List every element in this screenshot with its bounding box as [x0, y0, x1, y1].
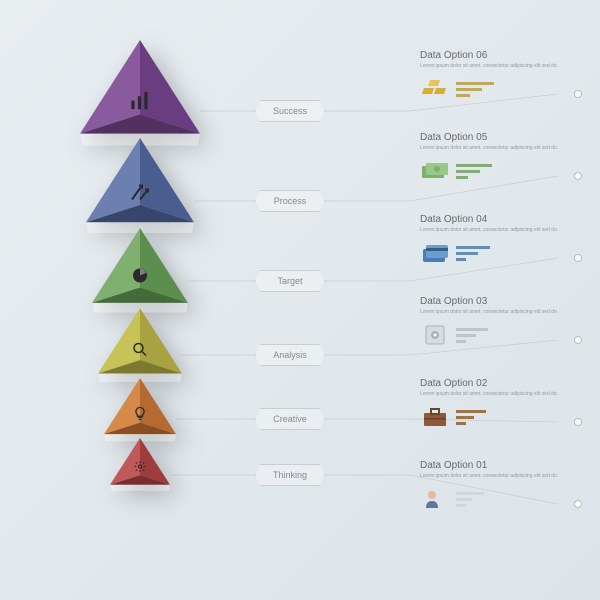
- option-body: Lorem ipsum dolor sit amet, consectetur …: [420, 309, 570, 316]
- data-option-3: Data Option 03 Lorem ipsum dolor sit ame…: [420, 296, 570, 366]
- option-body: Lorem ipsum dolor sit amet, consectetur …: [420, 391, 570, 398]
- pie-icon: [130, 265, 151, 291]
- data-option-4: Data Option 04 Lorem ipsum dolor sit ame…: [420, 214, 570, 284]
- option-dot: [574, 336, 582, 344]
- triangle-success: [80, 40, 200, 148]
- triangle-process: [86, 138, 194, 235]
- briefcase-icon: [420, 406, 450, 430]
- triangle-creative: [104, 378, 176, 443]
- cash-icon: [420, 160, 450, 184]
- option-title: Data Option 06: [420, 50, 570, 61]
- gear-icon: [134, 460, 147, 478]
- bar-chart-icon: [127, 87, 153, 118]
- option-dot: [574, 90, 582, 98]
- option-bars: [456, 164, 492, 182]
- option-bars: [456, 246, 490, 264]
- data-option-2: Data Option 02 Lorem ipsum dolor sit ame…: [420, 378, 570, 448]
- option-bars: [456, 492, 484, 510]
- hex-label-process: Process: [255, 190, 325, 212]
- data-option-5: Data Option 05 Lorem ipsum dolor sit ame…: [420, 132, 570, 202]
- gold-icon: [420, 78, 450, 102]
- data-option-6: Data Option 06 Lorem ipsum dolor sit ame…: [420, 50, 570, 120]
- hex-label-thinking: Thinking: [255, 464, 325, 486]
- option-body: Lorem ipsum dolor sit amet, consectetur …: [420, 63, 570, 70]
- triangle-analysis: [98, 308, 182, 384]
- option-dot: [574, 500, 582, 508]
- option-body: Lorem ipsum dolor sit amet, consectetur …: [420, 473, 570, 480]
- person-icon: [420, 488, 450, 512]
- bulb-icon: [132, 405, 148, 426]
- hex-label-analysis: Analysis: [255, 344, 325, 366]
- option-body: Lorem ipsum dolor sit amet, consectetur …: [420, 145, 570, 152]
- option-dot: [574, 172, 582, 180]
- hex-label-success: Success: [255, 100, 325, 122]
- data-option-1: Data Option 01 Lorem ipsum dolor sit ame…: [420, 460, 570, 530]
- arrows-icon: [128, 180, 152, 209]
- option-title: Data Option 03: [420, 296, 570, 307]
- option-title: Data Option 05: [420, 132, 570, 143]
- hex-label-creative: Creative: [255, 408, 325, 430]
- triangle-thinking: [110, 438, 170, 492]
- option-bars: [456, 328, 488, 346]
- hex-label-target: Target: [255, 270, 325, 292]
- triangle-target: [92, 228, 188, 314]
- option-bars: [456, 410, 486, 428]
- option-bars: [456, 82, 494, 100]
- magnify-icon: [131, 340, 149, 363]
- option-body: Lorem ipsum dolor sit amet, consectetur …: [420, 227, 570, 234]
- option-dot: [574, 254, 582, 262]
- option-title: Data Option 01: [420, 460, 570, 471]
- option-title: Data Option 04: [420, 214, 570, 225]
- option-dot: [574, 418, 582, 426]
- cards-icon: [420, 242, 450, 266]
- safe-icon: [420, 324, 450, 348]
- option-title: Data Option 02: [420, 378, 570, 389]
